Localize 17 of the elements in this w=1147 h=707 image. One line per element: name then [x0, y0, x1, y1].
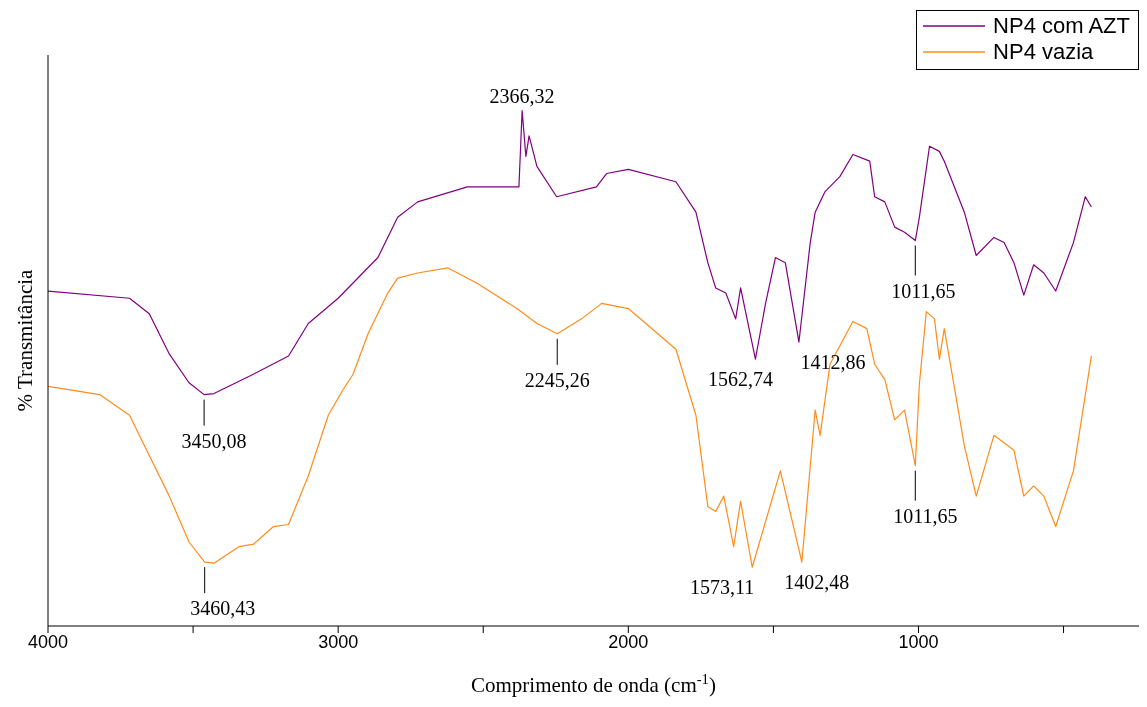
y-axis-title: % Transmitância [13, 268, 37, 412]
annotation: 1011,65 [893, 504, 958, 527]
x-axis-title: Comprimento de onda (cm$^{-1}$) [471, 671, 716, 697]
x-tick-label: 4000 [27, 631, 69, 652]
x-tick-label: 3000 [318, 631, 359, 652]
annotation: 3450,08 [181, 429, 247, 452]
annotation: 1562,74 [707, 368, 773, 391]
legend-label: NP4 vazia [993, 39, 1094, 65]
x-tick-label: 1000 [898, 631, 939, 652]
legend-label: NP4 com AZT [993, 13, 1130, 39]
annotation: 3460,43 [190, 597, 256, 620]
x-tick-label: 2000 [608, 631, 649, 652]
annotation: 2366,32 [489, 84, 555, 107]
annotation: 1573,11 [690, 576, 755, 599]
annotation: 1402,48 [784, 571, 850, 594]
annotation: 2245,26 [524, 368, 590, 391]
annotation: 1011,65 [891, 279, 956, 302]
